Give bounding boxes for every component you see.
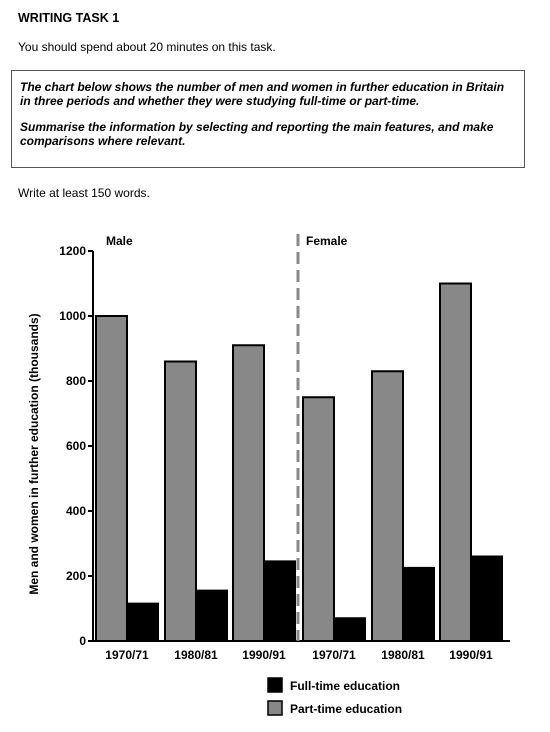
bar-part-time [95, 315, 128, 642]
y-axis-title: Men and women in further education (thou… [27, 313, 41, 594]
bar-full-time [470, 555, 503, 642]
x-tick-label: 1980/81 [174, 648, 218, 662]
y-tick-label: 600 [66, 439, 86, 453]
bar-part-time [232, 344, 265, 642]
bar-part-time [164, 360, 197, 642]
x-tick-label: 1980/81 [381, 648, 425, 662]
x-tick-label: 1970/71 [105, 648, 149, 662]
x-tick-label: 1990/91 [449, 648, 493, 662]
legend-full-time-swatch [267, 677, 283, 693]
task-summary-instruction: Summarise the information by selecting a… [20, 120, 494, 148]
y-tick-label: 0 [79, 634, 86, 648]
panel-label-male: Male [106, 234, 133, 248]
bar-part-time [439, 282, 472, 642]
task-description: The chart below shows the number of men … [20, 80, 505, 108]
y-tick-label: 400 [66, 504, 86, 518]
x-tick-label: 1990/91 [242, 648, 286, 662]
y-tick-label: 1000 [59, 309, 86, 323]
task-heading: WRITING TASK 1 [18, 11, 120, 25]
bar-full-time [333, 617, 366, 642]
y-tick-label: 800 [66, 374, 86, 388]
y-tick-label: 1200 [59, 244, 86, 258]
panel-label-female: Female [306, 234, 348, 248]
word-count-instruction: Write at least 150 words. [18, 186, 150, 200]
x-tick-label: 1970/71 [312, 648, 356, 662]
bar-part-time [371, 370, 404, 642]
bar-full-time [402, 566, 435, 642]
legend-full-time-label: Full-time education [290, 679, 400, 693]
bar-full-time [126, 602, 159, 642]
task-description-box: The chart below shows the number of men … [11, 70, 525, 168]
time-instruction: You should spend about 20 minutes on thi… [18, 40, 276, 54]
further-education-bar-chart: 0 200 400 600 800 1000 1200 Men and women in fu… [27, 234, 510, 716]
bar-part-time [302, 396, 335, 642]
legend-part-time-swatch [267, 700, 283, 716]
bar-full-time [263, 560, 296, 642]
y-tick-label: 200 [66, 569, 86, 583]
bar-full-time [195, 589, 228, 642]
legend-part-time-label: Part-time education [290, 702, 402, 716]
